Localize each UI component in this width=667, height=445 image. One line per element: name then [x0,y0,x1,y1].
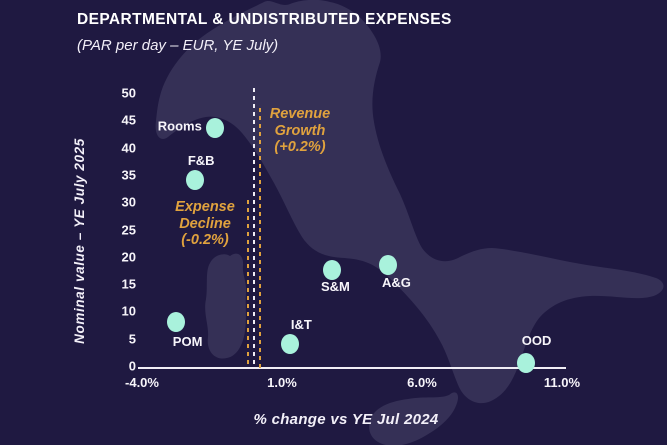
sardinia-shape [205,253,247,359]
data-point-label-f-b: F&B [187,153,215,169]
chart-subtitle: (PAR per day – EUR, YE July) [77,37,279,54]
y-tick-label-15: 15 [121,276,136,292]
x-axis-line [138,367,566,369]
x-tick-label-1-0: 1.0% [267,375,297,390]
y-tick-label-25: 25 [121,222,136,237]
x-tick-label-6-0: 6.0% [407,375,437,390]
x-tick-label-4-0: -4.0% [125,375,159,390]
expense-decline-annotation: Expense Decline (-0.2%) [175,199,235,248]
data-point-label-rooms: Rooms [157,118,202,134]
y-tick-label-0: 0 [128,358,136,374]
data-point-label-s-m: S&M [320,279,350,295]
chart-title: DEPARTMENTAL & UNDISTRIBUTED EXPENSES [77,11,452,28]
sicily-shape [369,392,458,445]
y-tick-label-20: 20 [121,249,136,265]
data-point-label-i-t: I&T [290,317,312,333]
data-point-label-ood: OOD [521,333,552,349]
y-tick-label-40: 40 [121,140,136,156]
y-tick-label-5: 5 [128,331,136,347]
y-tick-label-30: 30 [121,194,136,210]
italy-mainland-shape [155,0,664,404]
y-axis-title: Nominal value – YE July 2025 [72,138,87,344]
data-point-a-g [379,254,398,275]
data-point-label-a-g: A&G [381,274,411,290]
reference-line-zero0 [253,88,255,368]
y-tick-label-10: 10 [121,303,136,319]
data-point-label-pom: POM [172,334,203,350]
y-tick-label-45: 45 [121,112,136,128]
y-tick-label-35: 35 [121,167,136,183]
y-tick-label-50: 50 [121,85,136,101]
data-point-pom [166,312,185,333]
data-point-f-b [186,170,205,191]
data-point-ood [516,353,535,374]
x-tick-label-11-0: 11.0% [543,375,581,390]
data-point-rooms [205,118,224,139]
data-point-i-t [281,334,300,355]
reference-line-plus0.2 [258,108,261,368]
x-axis-title: % change vs YE Jul 2024 [253,411,439,428]
revenue-growth-annotation: Revenue Growth (+0.2%) [269,106,331,155]
data-point-s-m [323,260,342,281]
reference-line-minus0.2 [247,200,250,368]
